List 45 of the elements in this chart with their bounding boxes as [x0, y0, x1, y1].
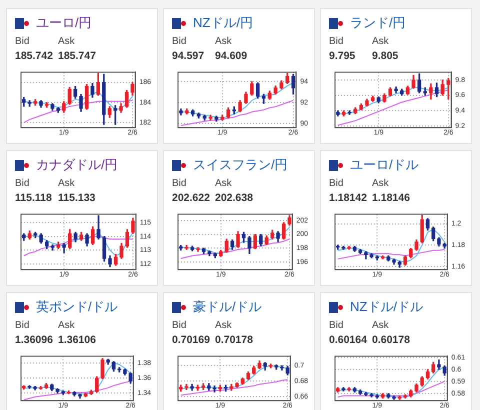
text: 0.70178 [215, 334, 253, 346]
text: Bid [172, 36, 186, 47]
chart-title: ユーロ/円 [36, 14, 92, 32]
text: 185.742 [15, 50, 53, 62]
chart-title: 豪ドル/ドル [193, 298, 262, 316]
text: Bid [15, 178, 30, 189]
text: 202.622 [172, 192, 210, 204]
text: Bid [15, 36, 30, 47]
text: 0.60178 [372, 334, 410, 346]
text: Ask [215, 36, 232, 47]
text: 0.60164 [329, 334, 367, 346]
text: Bid [172, 178, 186, 189]
text: Ask [215, 178, 232, 189]
text: Bid [15, 320, 30, 331]
text: 202.638 [215, 192, 253, 204]
text: 115.133 [58, 192, 96, 204]
text: Ask [372, 178, 389, 189]
text: 1.18146 [372, 192, 410, 204]
text: Ask [372, 36, 389, 47]
text: Ask [58, 178, 75, 189]
chart-title: ユーロ/ドル [350, 156, 419, 174]
text: Bid [329, 36, 344, 47]
text: Ask [58, 36, 75, 47]
text: 0.70169 [172, 334, 210, 346]
text: 1.36096 [15, 334, 53, 346]
text: 94.597 [172, 50, 204, 62]
chart-title: スイスフラン/円 [193, 156, 288, 174]
text: 185.747 [58, 50, 96, 62]
text: 9.805 [372, 50, 398, 62]
text: 9.795 [329, 50, 356, 62]
chart-title: NZドル/円 [193, 14, 253, 32]
chart-title: ランド/円 [350, 14, 406, 32]
text: 94.609 [215, 50, 248, 62]
text: Bid [329, 320, 344, 331]
chart-title: 英ポンド/ドル [36, 298, 118, 316]
text: Bid [172, 320, 186, 331]
text: 115.118 [15, 192, 52, 204]
text: 1.36106 [58, 334, 96, 346]
text: Bid [329, 178, 344, 189]
text: Ask [215, 320, 232, 331]
chart-title: カナダドル/円 [36, 156, 118, 174]
text: Ask [58, 320, 75, 331]
chart-title: NZドル/ドル [350, 298, 423, 316]
text: 1.18142 [329, 192, 367, 204]
text: Ask [372, 320, 389, 331]
